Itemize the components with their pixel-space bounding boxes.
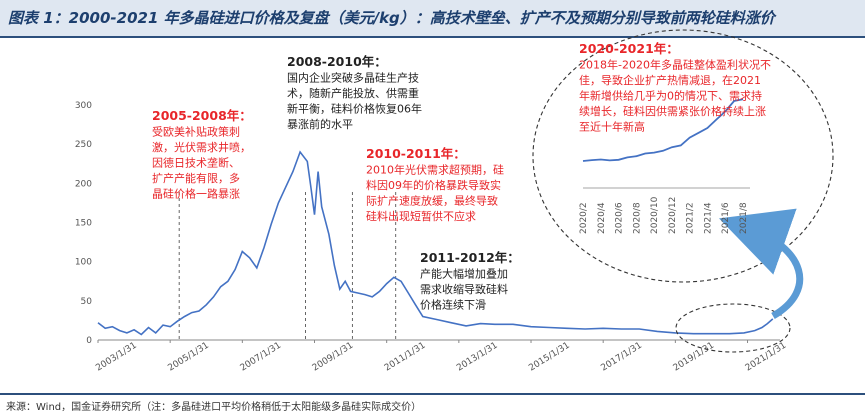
x-tick-label: 2013/1/31 [455, 341, 499, 374]
inset-x-tick-label: 2020/4 [597, 202, 607, 234]
x-tick-label: 2015/1/31 [527, 341, 571, 374]
figure-title: 图表 1：2000-2021 年多晶硅进口价格及复盘（美元/kg）：高技术壁垒、… [8, 9, 775, 27]
annotation-line: 受欧美补贴政策刺 [152, 125, 240, 139]
annotation-line: 价格连续下滑 [420, 298, 486, 312]
inset-x-tick-label: 2021/4 [703, 202, 713, 234]
annotation-line: 硅料出现短暂供不应求 [366, 209, 476, 223]
inset-x-tick-label: 2020/10 [650, 196, 660, 234]
x-tick-label: 2011/1/31 [383, 341, 427, 374]
annotation-line: 国内企业突破多晶硅生产技 [287, 71, 419, 85]
y-tick-label: 300 [75, 101, 92, 111]
annotation-line: 术，随新产能投放、供需重 [287, 86, 419, 100]
annotation-heading: 2011-2012年： [420, 250, 520, 265]
annotation-line: 产能大幅增加叠加 [420, 267, 508, 281]
y-tick-label: 100 [75, 258, 92, 268]
y-tick-label: 200 [75, 179, 92, 189]
annotation-line: 2010年光伏需求超预期，硅 [366, 163, 504, 177]
inset-series-line [582, 98, 744, 162]
x-tick-label: 2007/1/31 [239, 341, 283, 374]
inset-x-tick-label: 2021/2 [686, 202, 696, 234]
x-tick-label: 2021/1/31 [744, 341, 788, 374]
annotation-line: 佳，导致企业扩产热情减退，在2021 [579, 73, 761, 87]
inset-x-tick-label: 2020/12 [668, 197, 678, 234]
main-series-line [97, 150, 774, 336]
y-tick-label: 150 [75, 219, 92, 229]
inset-x-tick-label: 2021/8 [739, 202, 749, 234]
y-tick-label: 0 [86, 336, 92, 346]
annotation-heading: 2005-2008年： [152, 108, 252, 123]
annotation-a2020: 2020-2021年： 2018年-2020年多晶硅整体盈利状况不佳，导致企业扩产… [579, 41, 771, 134]
y-tick-label: 50 [81, 297, 93, 307]
annotation-line: 因德日技术垄断、 [152, 156, 240, 170]
callout-arrow [719, 208, 804, 320]
highlight-ellipse-small [675, 303, 791, 353]
annotation-line: 际扩产速度放缓，最终导致 [366, 194, 498, 208]
annotation-a2008: 2008-2010年： 国内企业突破多晶硅生产技术，随新产能投放、供需重新平衡，硅… [287, 54, 422, 131]
bottom-rule [0, 393, 865, 395]
annotation-line: 晶硅价格一路暴涨 [152, 187, 240, 201]
top-rule [0, 36, 865, 38]
annotation-line: 2018年-2020年多晶硅整体盈利状况不 [579, 58, 771, 72]
inset-x-tick-label: 2020/8 [632, 202, 642, 234]
annotation-heading: 2008-2010年： [287, 54, 387, 69]
inset-x-tick-label: 2021/6 [721, 202, 731, 234]
highlight-ellipse-large [532, 29, 834, 283]
x-tick-label: 2017/1/31 [599, 341, 643, 374]
annotation-line: 新平衡，硅料价格恢复06年 [287, 102, 422, 116]
annotation-line: 年新增供给几乎为0的情况下、需求持 [579, 89, 762, 103]
annotation-line: 激，光伏需求井喷， [152, 140, 251, 154]
annotation-heading: 2020-2021年： [579, 41, 679, 56]
inset-x-tick-label: 2020/2 [579, 202, 589, 234]
x-tick-label: 2003/1/31 [94, 341, 138, 374]
title-bar [0, 0, 865, 36]
annotation-line: 至近十年新高 [579, 120, 645, 134]
annotation-line: 扩产产能有限，多 [152, 171, 240, 185]
annotation-line: 需求收缩导致硅料 [420, 282, 508, 296]
y-tick-label: 250 [75, 140, 92, 150]
x-tick-label: 2005/1/31 [166, 341, 210, 374]
annotation-heading: 2010-2011年： [366, 146, 466, 161]
x-tick-label: 2009/1/31 [311, 341, 355, 374]
annotation-line: 续增长，硅料因供需紧张价格持续上涨 [579, 104, 766, 118]
inset-x-tick-label: 2020/6 [615, 202, 625, 234]
annotation-a2010: 2010-2011年： 2010年光伏需求超预期，硅料因09年的价格暴跌导致实际扩… [366, 146, 504, 223]
annotation-line: 暴涨前的水平 [287, 117, 353, 131]
annotation-line: 料因09年的价格暴跌导致实 [366, 178, 501, 192]
source-note: 来源：Wind，国金证券研究所（注：多晶硅进口平均价格稍低于太阳能级多晶硅实际成… [6, 402, 422, 413]
